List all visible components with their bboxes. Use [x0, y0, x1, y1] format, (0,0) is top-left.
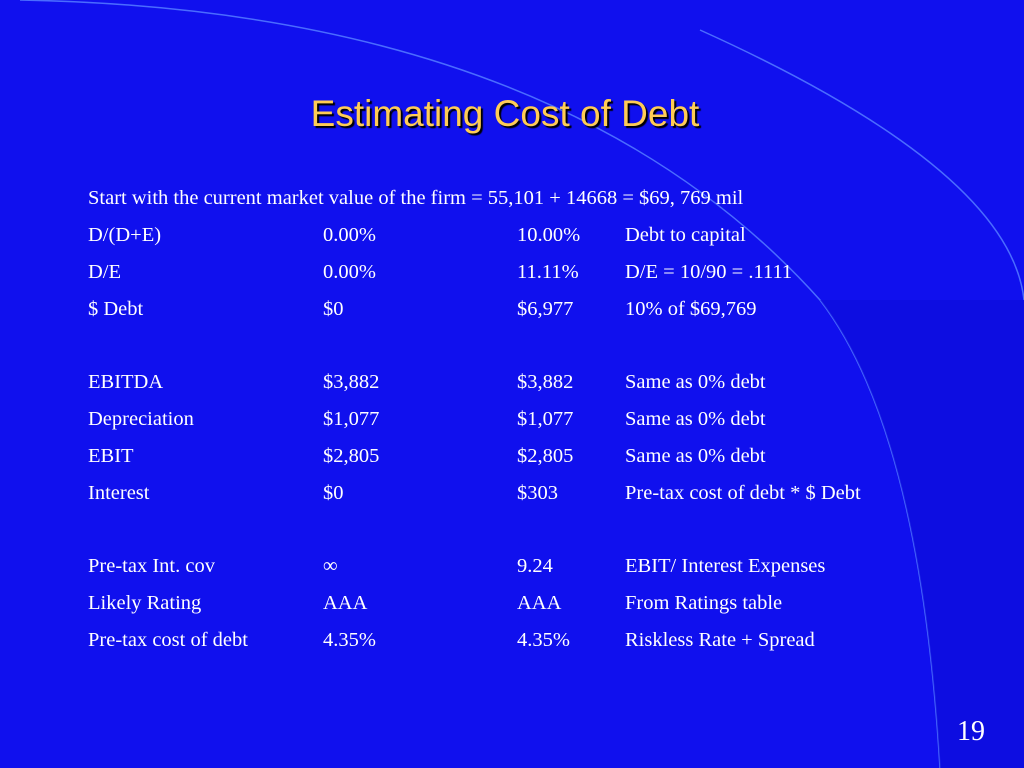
zero-debt-value: $0	[323, 481, 344, 504]
row-label: Interest	[88, 481, 150, 504]
background-arc-left	[19, 0, 941, 768]
zero-debt-value: AAA	[323, 591, 368, 614]
row-label: Pre-tax Int. cov	[88, 555, 215, 578]
zero-debt-value: ∞	[323, 555, 338, 578]
row-note: 10% of $69,769	[625, 297, 757, 320]
row-note: Same as 0% debt	[625, 371, 766, 394]
zero-debt-value: $0	[323, 297, 344, 320]
row-note: EBIT/ Interest Expenses	[625, 555, 826, 578]
row-label: EBIT	[88, 444, 134, 467]
row-note: Same as 0% debt	[625, 444, 766, 467]
background-shade	[820, 300, 1024, 768]
zero-debt-value: $1,077	[323, 407, 380, 430]
ten-pct-debt-value: $3,882	[517, 371, 574, 394]
row-label: D/(D+E)	[88, 224, 162, 246]
zero-debt-value: 0.00%	[323, 260, 376, 283]
ten-pct-debt-value: 10.00%	[517, 224, 581, 246]
row-note: Pre-tax cost of debt * $ Debt	[625, 481, 861, 504]
row-label: Depreciation	[88, 407, 194, 430]
zero-debt-value: 4.35%	[323, 628, 376, 651]
zero-debt-value: 0.00%	[323, 224, 376, 246]
ten-pct-debt-value: 11.11%	[517, 260, 579, 283]
row-label: EBITDA	[88, 371, 164, 394]
ten-pct-debt-value: $6,977	[517, 297, 574, 320]
row-label: D/E	[88, 260, 122, 283]
row-label: Likely Rating	[88, 591, 202, 614]
ten-pct-debt-value: AAA	[517, 591, 562, 614]
intro-text: Start with the current market value of t…	[88, 187, 744, 209]
zero-debt-value: $2,805	[323, 444, 380, 467]
slide-title: Estimating Cost of Debt	[310, 93, 700, 134]
ten-pct-debt-value: 4.35%	[517, 628, 570, 651]
page-number: 19	[957, 716, 985, 747]
row-label: Pre-tax cost of debt	[88, 628, 248, 651]
row-note: From Ratings table	[625, 591, 783, 614]
zero-debt-value: $3,882	[323, 371, 380, 394]
ten-pct-debt-value: $2,805	[517, 444, 574, 467]
ten-pct-debt-value: $303	[517, 481, 558, 504]
ten-pct-debt-value: $1,077	[517, 407, 574, 430]
background-arc-right	[699, 29, 1024, 301]
ten-pct-debt-value: 9.24	[517, 555, 553, 578]
row-note: Debt to capital	[625, 224, 746, 246]
row-note: Same as 0% debt	[625, 407, 766, 430]
row-note: D/E = 10/90 = .1111	[625, 260, 793, 283]
row-label: $ Debt	[88, 297, 144, 320]
row-note: Riskless Rate + Spread	[625, 628, 815, 651]
